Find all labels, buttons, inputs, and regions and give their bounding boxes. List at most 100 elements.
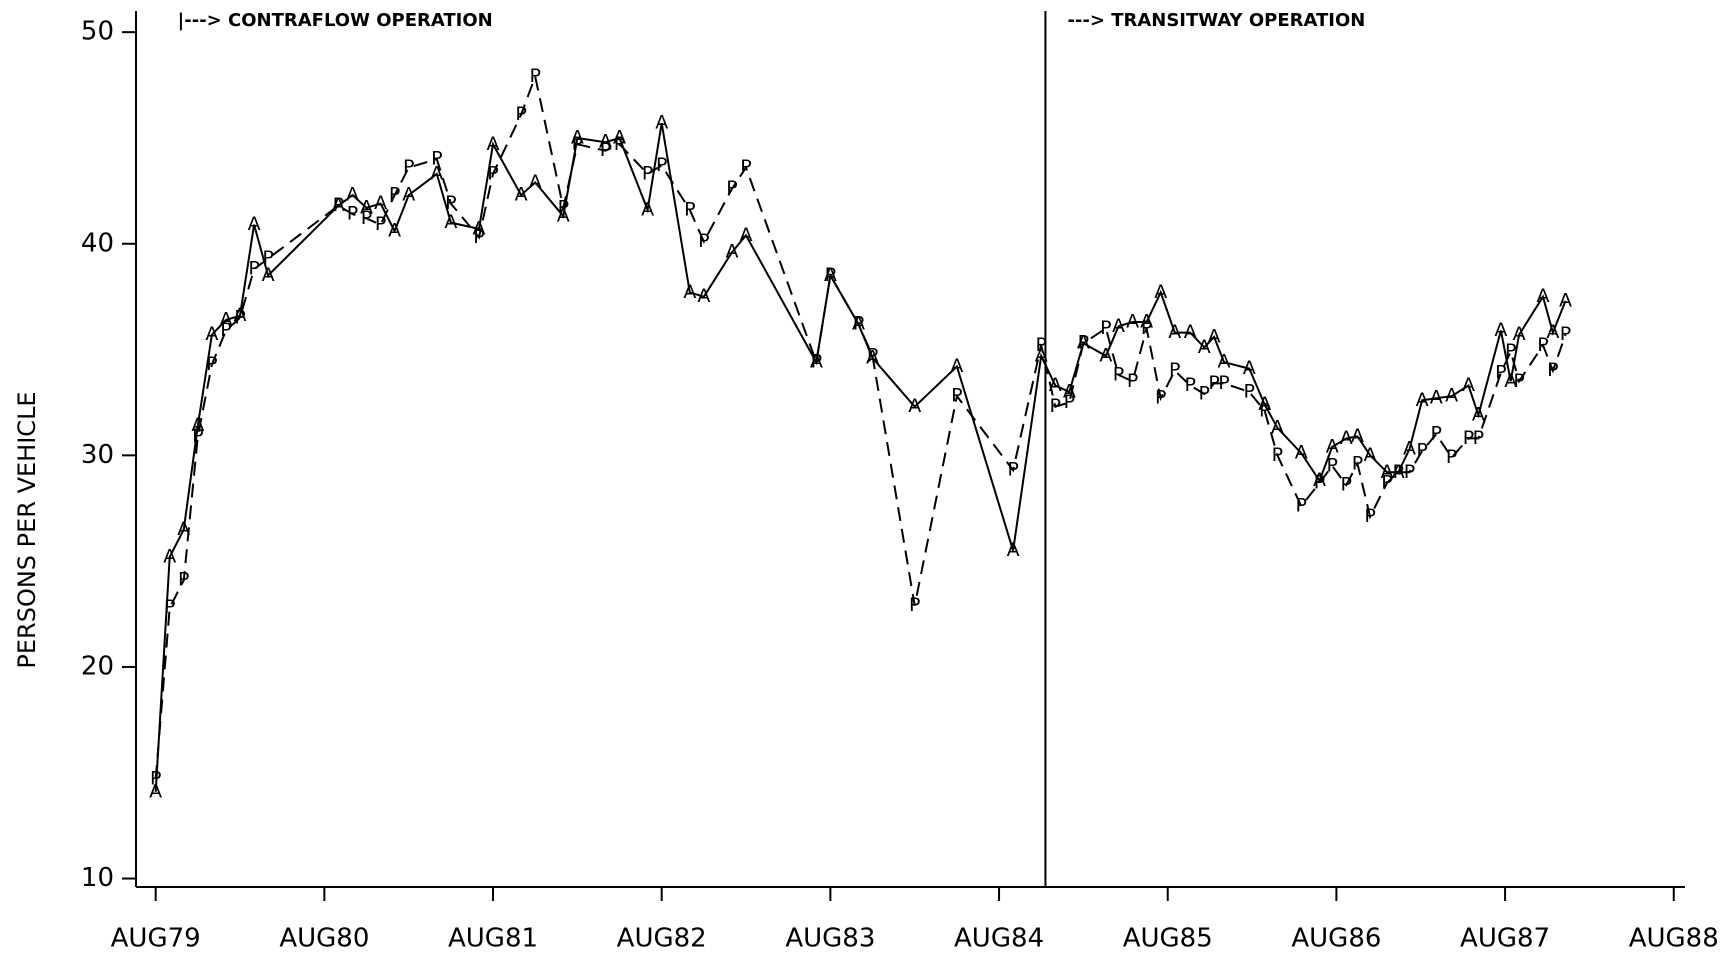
point-marker: P (1341, 473, 1352, 495)
point-marker: P (1314, 471, 1325, 493)
point-marker: P (684, 198, 695, 220)
point-marker: A (248, 213, 261, 235)
point-marker: A (683, 281, 696, 303)
point-marker: P (1352, 452, 1363, 474)
point-marker: P (1381, 471, 1392, 493)
point-marker: A (1126, 311, 1139, 333)
point-marker: A (529, 171, 542, 193)
point-marker: P (867, 344, 878, 366)
point-marker: A (1537, 285, 1550, 307)
point-marker: P (361, 207, 372, 229)
point-marker: P (572, 133, 583, 155)
y-axis-label: PERSONS PER VEHICLE (13, 391, 41, 668)
point-marker: P (248, 258, 259, 280)
point-marker: P (1259, 399, 1270, 421)
point-marker: P (1199, 382, 1210, 404)
point-marker: A (1140, 311, 1153, 333)
point-marker: P (1547, 359, 1558, 381)
point-marker: P (1364, 505, 1375, 527)
y-tick-label: 20 (81, 651, 114, 681)
y-tick-label: 40 (81, 228, 114, 258)
point-marker: A (388, 220, 401, 242)
point-marker: A (1007, 539, 1020, 561)
point-marker: P (347, 203, 358, 225)
point-marker: A (219, 308, 232, 330)
point-marker: P (1404, 461, 1415, 483)
point-marker: A (1313, 469, 1326, 491)
point-marker: A (444, 211, 457, 233)
point-marker: A (1504, 370, 1517, 392)
x-tick-label: AUG85 (1123, 924, 1213, 954)
point-marker: P (473, 226, 484, 248)
point-marker: P (1184, 374, 1195, 396)
point-marker: A (571, 126, 584, 148)
point-marker: A (1381, 461, 1394, 483)
point-marker: A (1494, 319, 1507, 341)
point-marker: P (515, 103, 526, 125)
point-marker: P (740, 156, 751, 178)
point-marker: P (1007, 459, 1018, 481)
point-marker: P (178, 569, 189, 591)
point-marker: P (1064, 391, 1075, 413)
annotation: |---> CONTRAFLOW OPERATION (178, 10, 493, 31)
x-tick-label: AUG80 (279, 924, 369, 954)
point-marker: A (725, 241, 738, 263)
point-marker: A (1445, 385, 1458, 407)
point-marker: A (1340, 427, 1353, 449)
point-marker: A (1271, 416, 1284, 438)
series-line (154, 73, 1567, 780)
point-marker: P (1416, 440, 1427, 462)
x-tick-label: AUG88 (1629, 924, 1719, 954)
point-marker: A (1198, 336, 1211, 358)
point-marker: A (641, 198, 654, 220)
point-marker: P (1430, 423, 1441, 445)
point-marker: A (374, 192, 387, 214)
point-marker: A (472, 217, 485, 239)
point-marker: P (206, 353, 217, 375)
point-marker: P (1537, 334, 1548, 356)
point-marker: P (1326, 454, 1337, 476)
point-marker: P (600, 139, 611, 161)
point-marker: A (149, 780, 162, 802)
point-marker: A (332, 194, 345, 216)
point-marker: A (1184, 321, 1197, 343)
point-marker: P (150, 768, 161, 790)
point-marker: P (1296, 495, 1307, 517)
x-tick-label: AUG82 (617, 924, 707, 954)
point-marker: P (445, 192, 456, 214)
point-marker: P (1141, 317, 1152, 339)
point-marker: P (698, 230, 709, 252)
point-marker: P (726, 177, 737, 199)
point-marker: P (614, 133, 625, 155)
point-marker: A (655, 112, 668, 134)
point-marker: A (346, 184, 359, 206)
point-marker: A (205, 323, 218, 345)
point-marker: A (613, 126, 626, 148)
point-marker: A (1351, 425, 1364, 447)
point-marker: A (1513, 323, 1526, 345)
x-tick-label: AUG84 (954, 924, 1044, 954)
point-marker: A (908, 395, 921, 417)
point-marker: P (234, 306, 245, 328)
point-marker: P (1463, 427, 1474, 449)
point-marker: P (1244, 380, 1255, 402)
point-marker: P (431, 148, 442, 170)
point-marker: A (1099, 344, 1112, 366)
point-marker: P (1560, 323, 1571, 345)
point-marker: A (1472, 404, 1485, 426)
point-marker: A (1559, 289, 1572, 311)
point-marker: P (1393, 461, 1404, 483)
point-marker: P (1169, 359, 1180, 381)
x-tick-label: AUG81 (448, 924, 538, 954)
point-marker: P (1495, 361, 1506, 383)
y-tick-label: 50 (81, 17, 114, 47)
point-marker: A (360, 196, 373, 218)
point-marker: P (951, 385, 962, 407)
point-marker: A (262, 264, 275, 286)
point-marker: A (1462, 374, 1475, 396)
point-marker: P (1513, 370, 1524, 392)
point-marker: P (811, 351, 822, 373)
point-marker: P (192, 425, 203, 447)
point-marker: A (1258, 393, 1271, 415)
point-marker: P (1505, 340, 1516, 362)
